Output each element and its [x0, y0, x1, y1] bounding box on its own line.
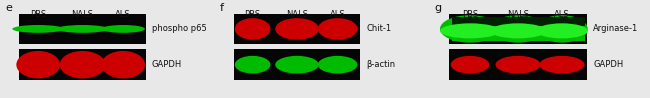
Ellipse shape	[318, 56, 358, 74]
Ellipse shape	[60, 51, 105, 78]
Ellipse shape	[235, 18, 270, 40]
Ellipse shape	[440, 23, 500, 38]
Text: NALS: NALS	[286, 10, 308, 19]
FancyBboxPatch shape	[19, 14, 146, 44]
Ellipse shape	[536, 23, 588, 38]
FancyBboxPatch shape	[233, 14, 361, 44]
Text: g: g	[434, 3, 441, 13]
Ellipse shape	[275, 18, 319, 40]
Ellipse shape	[540, 56, 584, 74]
Text: PBS: PBS	[462, 10, 478, 19]
Ellipse shape	[101, 51, 145, 78]
FancyBboxPatch shape	[449, 49, 587, 80]
Text: GAPDH: GAPDH	[593, 60, 623, 69]
Text: e: e	[5, 3, 12, 13]
Text: Arginase-1: Arginase-1	[593, 24, 638, 33]
Ellipse shape	[101, 25, 145, 33]
Text: phospho p65: phospho p65	[152, 24, 207, 33]
Ellipse shape	[490, 23, 546, 38]
Text: GAPDH: GAPDH	[152, 60, 182, 69]
Ellipse shape	[490, 15, 546, 43]
Ellipse shape	[275, 56, 319, 74]
Text: Chit-1: Chit-1	[367, 24, 391, 33]
FancyBboxPatch shape	[19, 49, 146, 80]
Ellipse shape	[440, 15, 500, 43]
Text: NALS: NALS	[72, 10, 94, 19]
Text: ALS: ALS	[330, 10, 345, 19]
Ellipse shape	[57, 25, 109, 33]
Ellipse shape	[495, 56, 541, 74]
Text: PBS: PBS	[30, 10, 46, 19]
Text: ALS: ALS	[115, 10, 131, 19]
FancyBboxPatch shape	[449, 14, 587, 44]
FancyBboxPatch shape	[452, 17, 584, 41]
Text: f: f	[220, 3, 224, 13]
Ellipse shape	[235, 56, 270, 74]
Text: ALS: ALS	[554, 10, 570, 19]
FancyBboxPatch shape	[233, 49, 361, 80]
Ellipse shape	[12, 25, 64, 33]
Text: NALS: NALS	[507, 10, 529, 19]
Text: β-actin: β-actin	[367, 60, 396, 69]
Ellipse shape	[536, 15, 588, 43]
Ellipse shape	[16, 51, 60, 78]
Text: PBS: PBS	[244, 10, 261, 19]
Ellipse shape	[318, 18, 358, 40]
FancyBboxPatch shape	[452, 17, 584, 26]
Ellipse shape	[450, 56, 489, 74]
